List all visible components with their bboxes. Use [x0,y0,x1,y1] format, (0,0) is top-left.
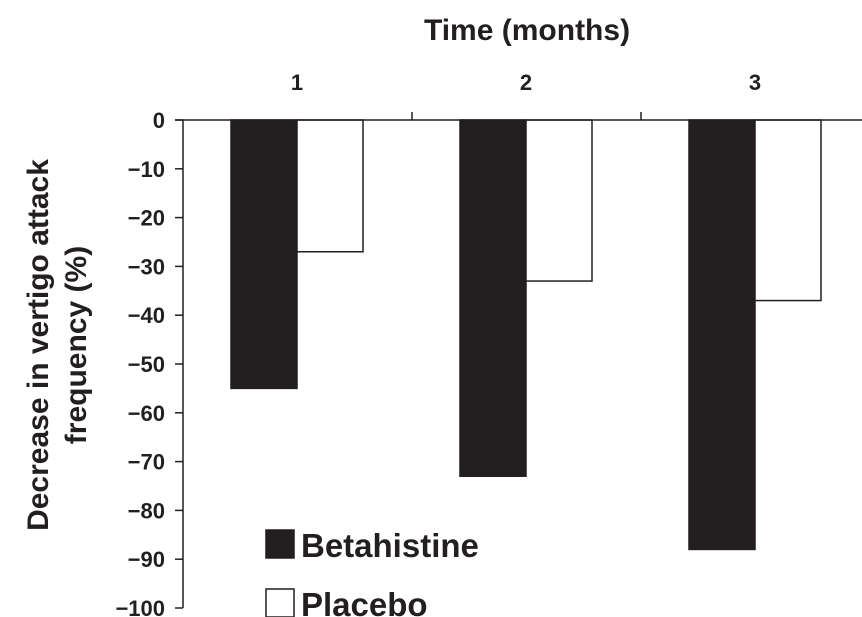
y-axis-title-line-1: Decrease in vertigo attack [22,159,55,531]
y-tick-label: −30 [128,254,165,279]
bar-betahistine-2 [459,119,527,477]
legend-label-placebo: Placebo [301,586,428,617]
y-tick-label: −100 [115,596,165,617]
plot-area: 0 −10 −20 −30 −40 −50 −60 −70 −80 −90 −100 1 2 3 [115,70,862,617]
legend-swatch-placebo [265,588,295,617]
y-axis-title-line-2: frequency (%) [60,246,93,444]
y-tick-label: −50 [128,352,165,377]
bar-placebo-1 [296,119,364,253]
legend: Betahistine Placebo [265,527,479,617]
y-tick-label: −90 [128,547,165,572]
y-tick-label: −80 [128,498,165,523]
y-tick-label: −10 [128,157,165,182]
x-tick-label-1: 1 [291,70,303,95]
legend-swatch-betahistine [265,529,295,559]
bar-betahistine-1 [230,119,298,390]
legend-label-betahistine: Betahistine [301,527,479,564]
y-tick-label: −70 [128,450,165,475]
y-tick-label: −60 [128,401,165,426]
bar-placebo-2 [525,119,593,282]
bar-betahistine-3 [688,119,756,551]
y-tick-label: 0 [153,108,165,133]
x-tick-label-3: 3 [749,70,761,95]
y-tick-label: −20 [128,206,165,231]
x-axis-title: Time (months) [424,14,630,47]
x-tick-label-2: 2 [520,70,532,95]
y-tick-label: −40 [128,303,165,328]
bar-placebo-3 [754,119,822,302]
